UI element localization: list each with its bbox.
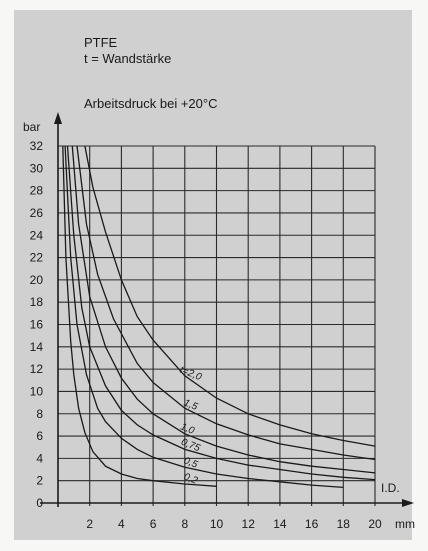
x-axis-arrow	[402, 499, 414, 507]
y-tick-label: 2	[36, 474, 43, 488]
y-tick-label: 14	[30, 340, 44, 354]
y-tick-label: 22	[30, 251, 44, 265]
x-axis-label: I.D.	[381, 481, 400, 495]
x-tick-label: 8	[181, 517, 188, 531]
curve-label: 0,5	[182, 455, 199, 471]
x-tick-label: 10	[210, 517, 224, 531]
condition-label: Arbeitsdruck bei +20°C	[84, 96, 217, 111]
y-tick-label: 30	[30, 161, 44, 175]
y-tick-label: 12	[30, 362, 44, 376]
y-axis-arrow	[54, 112, 62, 124]
material-label: PTFE	[84, 35, 118, 50]
x-tick-label: 2	[86, 517, 93, 531]
y-tick-label: 10	[30, 384, 44, 398]
wall-thickness-label: t = Wandstärke	[84, 51, 171, 66]
y-tick-label: 8	[36, 407, 43, 421]
x-tick-label: 6	[150, 517, 157, 531]
curve-line	[66, 145, 376, 481]
curve-line	[84, 145, 376, 447]
y-tick-label: 0	[36, 496, 43, 510]
y-tick-label: 26	[30, 206, 44, 220]
y-axis-label: bar	[23, 120, 40, 134]
x-tick-label: 18	[337, 517, 351, 531]
x-tick-label: 16	[305, 517, 319, 531]
curve-label: 0,2	[182, 471, 199, 487]
y-tick-label: 18	[30, 295, 44, 309]
y-tick-label: 24	[30, 228, 44, 242]
curve-line	[62, 145, 217, 487]
x-tick-label: 20	[368, 517, 382, 531]
curve-line	[71, 145, 376, 474]
y-tick-label: 28	[30, 184, 44, 198]
y-tick-label: 6	[36, 429, 43, 443]
y-tick-label: 32	[30, 139, 44, 153]
curve-label: 1,5	[182, 397, 199, 413]
chart-panel	[14, 10, 412, 540]
x-tick-label: 4	[118, 517, 125, 531]
curve-label: 1,0	[179, 421, 196, 437]
x-tick-label: 14	[273, 517, 287, 531]
y-tick-label: 4	[36, 451, 43, 465]
axes	[40, 112, 414, 507]
curves	[62, 145, 376, 489]
y-tick-label: 16	[30, 318, 44, 332]
curve-line	[76, 145, 376, 461]
x-tick-label: 12	[242, 517, 256, 531]
curve-line	[64, 145, 344, 489]
y-tick-label: 20	[30, 273, 44, 287]
curve-labels: t=2,01,51,00,750,50,2	[178, 365, 203, 487]
x-axis-unit: mm	[395, 517, 415, 531]
